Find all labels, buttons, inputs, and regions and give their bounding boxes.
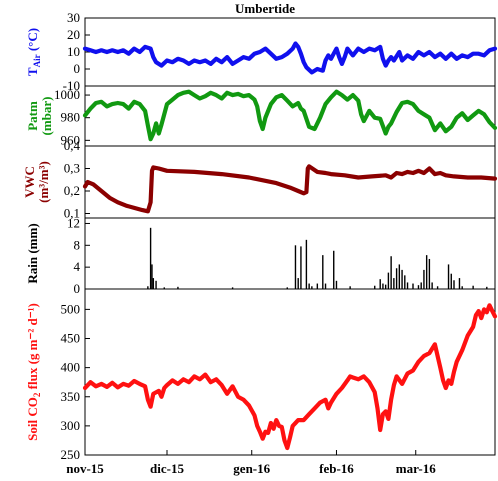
y-axis-label-main: Rain (mm) [25,223,40,283]
series-line-vwc [82,164,498,214]
y-axis-label-unit: flux (g m⁻² d⁻¹) [25,303,40,392]
y-tick-label: 450 [61,331,81,346]
panel-frame [84,288,496,456]
y-axis-label-main: T [25,67,40,76]
panel-vwc: 0,1 0,2 0,3 0,4 VWC(m³/m³) [22,138,498,221]
y-tick-label: 980 [61,110,81,125]
y-tick-label: 0,2 [64,183,80,198]
x-tick-label: mar-16 [396,461,436,476]
y-tick-label: 300 [61,418,81,433]
y-tick-label: 20 [67,27,80,42]
y-axis-label: Soil CO2 flux (g m⁻² d⁻¹) [25,303,42,441]
y-tick-label: 1000 [54,87,80,102]
y-axis-label-sub: 2 [32,392,42,397]
series-line-flux [82,303,498,451]
y-tick-label: 250 [61,447,81,462]
y-axis-label-main: VWC [22,166,37,198]
y-tick-label: 0 [74,281,81,296]
x-tick-label: dic-15 [150,461,184,476]
x-axis: nov-15 dic-15 gen-16 feb-16 mar-16 [66,450,436,476]
y-tick-label: 0,4 [64,138,81,153]
panel-flux: 250 300 350 400 450 500 Soil CO2 flux (g m⁻² d… [25,288,498,462]
y-tick-label: 10 [67,44,80,59]
y-axis-label-main: Patm [25,101,40,131]
x-tick-label: nov-15 [66,461,104,476]
y-tick-label: -10 [63,78,80,93]
y-tick-label: 960 [61,132,81,147]
y-tick-label: 8 [74,237,81,252]
series-line-patm [82,89,498,142]
panel-rain: 0 4 8 12 Rain (mm) [25,215,496,296]
y-tick-label: 0,1 [64,206,80,221]
y-tick-label: 12 [67,215,80,230]
y-tick-label: 500 [61,301,81,316]
panel-frame [84,145,496,219]
y-axis-label: Rain (mm) [25,223,40,283]
y-axis-label: VWC(m³/m³) [22,161,51,203]
panel-tair: -10 0 10 20 30 TAir (°C) [25,10,498,93]
y-tick-label: 0 [74,61,81,76]
y-axis-label: Patm(mbar) [25,97,54,136]
y-axis-label-unit: (mbar) [39,97,54,136]
y-tick-label: 400 [61,360,81,375]
y-axis-label-unit: (m³/m³) [36,161,51,203]
chart-title: Umbertide [235,1,295,16]
series-line-tair [82,41,498,75]
panel-frame [84,217,496,290]
y-axis-label-sub: Air [32,54,42,67]
y-axis-label: TAir (°C) [25,28,42,76]
y-tick-label: 350 [61,389,81,404]
y-tick-label: 4 [74,259,81,274]
y-axis-label-unit: (°C) [25,28,40,55]
y-tick-label: 0,3 [64,161,80,176]
x-tick-label: gen-16 [233,461,270,476]
x-tick-label: feb-16 [319,461,354,476]
y-axis-label-main: Soil CO [25,397,40,441]
y-tick-label: 30 [67,10,80,25]
